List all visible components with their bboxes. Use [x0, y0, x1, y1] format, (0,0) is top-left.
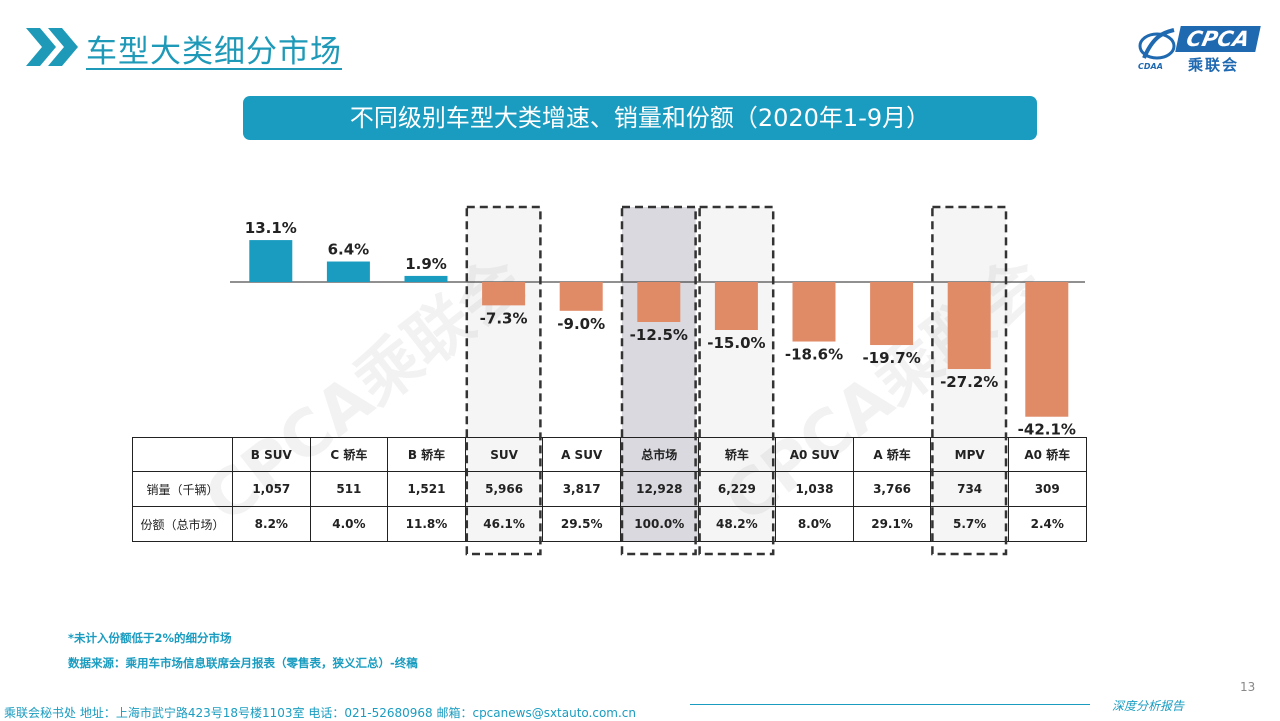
bar [326, 261, 370, 282]
globe-logo-icon [1138, 28, 1176, 60]
data-label: -15.0% [707, 334, 765, 352]
table-cell: 734 [930, 471, 1009, 507]
table-header-row: B SUV C 轿车 B 轿车 SUV A SUV 总市场 轿车 A0 SUV … [132, 437, 1087, 472]
table-cell: 8.0% [775, 506, 854, 542]
table-cell: 100.0% [619, 506, 699, 542]
table-header-cell: 轿车 [697, 437, 777, 472]
table-header-cell: A0 轿车 [1007, 437, 1087, 472]
data-label: -18.6% [785, 346, 843, 364]
table-cell: 3,766 [852, 471, 932, 507]
page-title: 车型大类细分市场 [86, 34, 342, 70]
table-cell: 5,966 [464, 471, 544, 507]
bar [482, 282, 526, 306]
table-header-cell: MPV [930, 437, 1009, 472]
page-number: 13 [1240, 680, 1256, 694]
table-cell: 1,057 [232, 471, 311, 507]
logo-cn-text: 乘联会 [1188, 56, 1240, 74]
table-cell: 309 [1007, 471, 1087, 507]
data-table: B SUV C 轿车 B 轿车 SUV A SUV 总市场 轿车 A0 SUV … [132, 437, 1087, 542]
bar [637, 282, 681, 322]
data-label: 13.1% [245, 219, 297, 237]
table-cell: 48.2% [697, 506, 777, 542]
table-header-cell: B 轿车 [387, 437, 466, 472]
table-cell: 2.4% [1007, 506, 1087, 542]
table-cell: 5.7% [930, 506, 1009, 542]
table-row-label: 份额（总市场） [132, 506, 233, 542]
data-label: -27.2% [940, 373, 998, 391]
table-corner-cell [132, 437, 233, 472]
table-header-cell: B SUV [232, 437, 311, 472]
data-label: -19.7% [862, 349, 920, 367]
footer-brand: 深度分析报告 [1112, 699, 1185, 713]
cpca-logo: CPCA 乘联会 CDAA [1136, 26, 1261, 74]
bar [559, 282, 603, 311]
table-cell: 1,038 [775, 471, 854, 507]
footnote-share: *未计入份额低于2%的细分市场 [68, 631, 232, 645]
bar [714, 282, 758, 330]
table-cell: 4.0% [309, 506, 389, 542]
chevron-icon [26, 28, 78, 66]
table-header-cell: A0 SUV [775, 437, 854, 472]
footnote-source: 数据来源：乘用车市场信息联席会月报表（零售表，狭义汇总）-终稿 [68, 656, 418, 670]
bar [404, 275, 448, 282]
data-label: -7.3% [480, 309, 528, 327]
bar [792, 282, 836, 342]
table-cell: 511 [309, 471, 389, 507]
table-cell: 8.2% [232, 506, 311, 542]
bar [947, 282, 991, 370]
table-cell: 11.8% [387, 506, 466, 542]
bar [249, 240, 293, 282]
table-cell: 12,928 [619, 471, 699, 507]
table-cell: 46.1% [464, 506, 544, 542]
data-label: -9.0% [557, 315, 605, 333]
table-cell: 6,229 [697, 471, 777, 507]
table-row-label: 销量（千辆） [132, 471, 233, 507]
footer-line [690, 704, 1090, 705]
table-header-cell: A SUV [542, 437, 621, 472]
table-cell: 3,817 [542, 471, 621, 507]
logo-sub-text: CDAA [1138, 62, 1163, 71]
bar [870, 282, 914, 346]
data-label: -12.5% [630, 326, 688, 344]
table-row-sales: 销量（千辆） 1,057 511 1,521 5,966 3,817 12,92… [132, 471, 1087, 507]
data-label: -42.1% [1018, 421, 1076, 439]
data-label: 1.9% [405, 255, 447, 273]
table-header-cell: SUV [464, 437, 544, 472]
chart-banner-title: 不同级别车型大类增速、销量和份额（2020年1-9月） [243, 96, 1037, 140]
footer-address: 乘联会秘书处 地址：上海市武宁路423号18号楼1103室 电话：021-526… [4, 706, 637, 720]
table-header-cell: 总市场 [619, 437, 699, 472]
table-header-cell: A 轿车 [852, 437, 932, 472]
table-row-share: 份额（总市场） 8.2% 4.0% 11.8% 46.1% 29.5% 100.… [132, 506, 1087, 542]
data-label: 6.4% [328, 241, 370, 259]
table-header-cell: C 轿车 [309, 437, 389, 472]
bar [1025, 282, 1069, 417]
table-cell: 29.1% [852, 506, 932, 542]
table-cell: 29.5% [542, 506, 621, 542]
table-cell: 1,521 [387, 471, 466, 507]
